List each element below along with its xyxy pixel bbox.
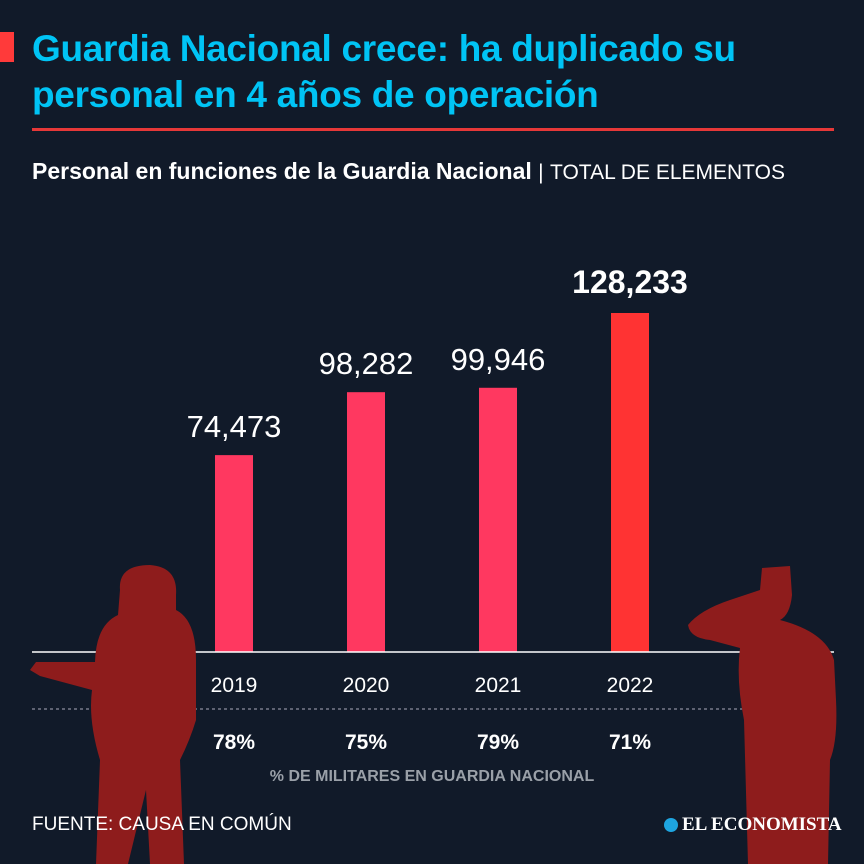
bar-2019 <box>215 455 253 652</box>
value-label: 128,233 <box>572 264 688 300</box>
subtitle-unit: TOTAL DE ELEMENTOS <box>550 161 785 184</box>
page-title: Guardia Nacional crece: ha duplicado su … <box>32 28 736 115</box>
saluting-soldier-silhouette-icon <box>688 566 837 864</box>
military-percent-label: 71% <box>609 731 651 754</box>
bar-2022 <box>611 313 649 652</box>
bar-2021 <box>479 387 517 652</box>
x-tick-label: 2019 <box>211 674 258 697</box>
title-accent-bar <box>0 32 14 62</box>
value-label: 98,282 <box>319 346 414 381</box>
chart-subtitle: Personal en funciones de la Guardia Naci… <box>32 152 842 192</box>
bar-2020 <box>347 392 385 652</box>
subtitle-separator: | <box>538 161 544 184</box>
value-label: 74,473 <box>187 409 282 444</box>
soldier-silhouette-icon <box>30 565 196 864</box>
source-note: FUENTE: CAUSA EN COMÚN <box>32 814 292 835</box>
x-tick-label: 2021 <box>475 674 522 697</box>
title-divider <box>32 128 834 131</box>
x-tick-label: 2020 <box>343 674 390 697</box>
military-percent-label: 78% <box>213 731 255 754</box>
military-percent-label: 79% <box>477 731 519 754</box>
military-percent-caption: % DE MILITARES EN GUARDIA NACIONAL <box>270 768 595 785</box>
x-tick-label: 2022 <box>607 674 654 697</box>
el-economista-logo: EL ECONOMISTA <box>664 814 842 836</box>
subtitle-main: Personal en funciones de la Guardia Naci… <box>32 158 532 184</box>
globe-logo-icon <box>664 818 678 832</box>
military-percent-label: 75% <box>345 731 387 754</box>
value-label: 99,946 <box>451 342 546 377</box>
logo-text: EL ECONOMISTA <box>682 814 842 835</box>
